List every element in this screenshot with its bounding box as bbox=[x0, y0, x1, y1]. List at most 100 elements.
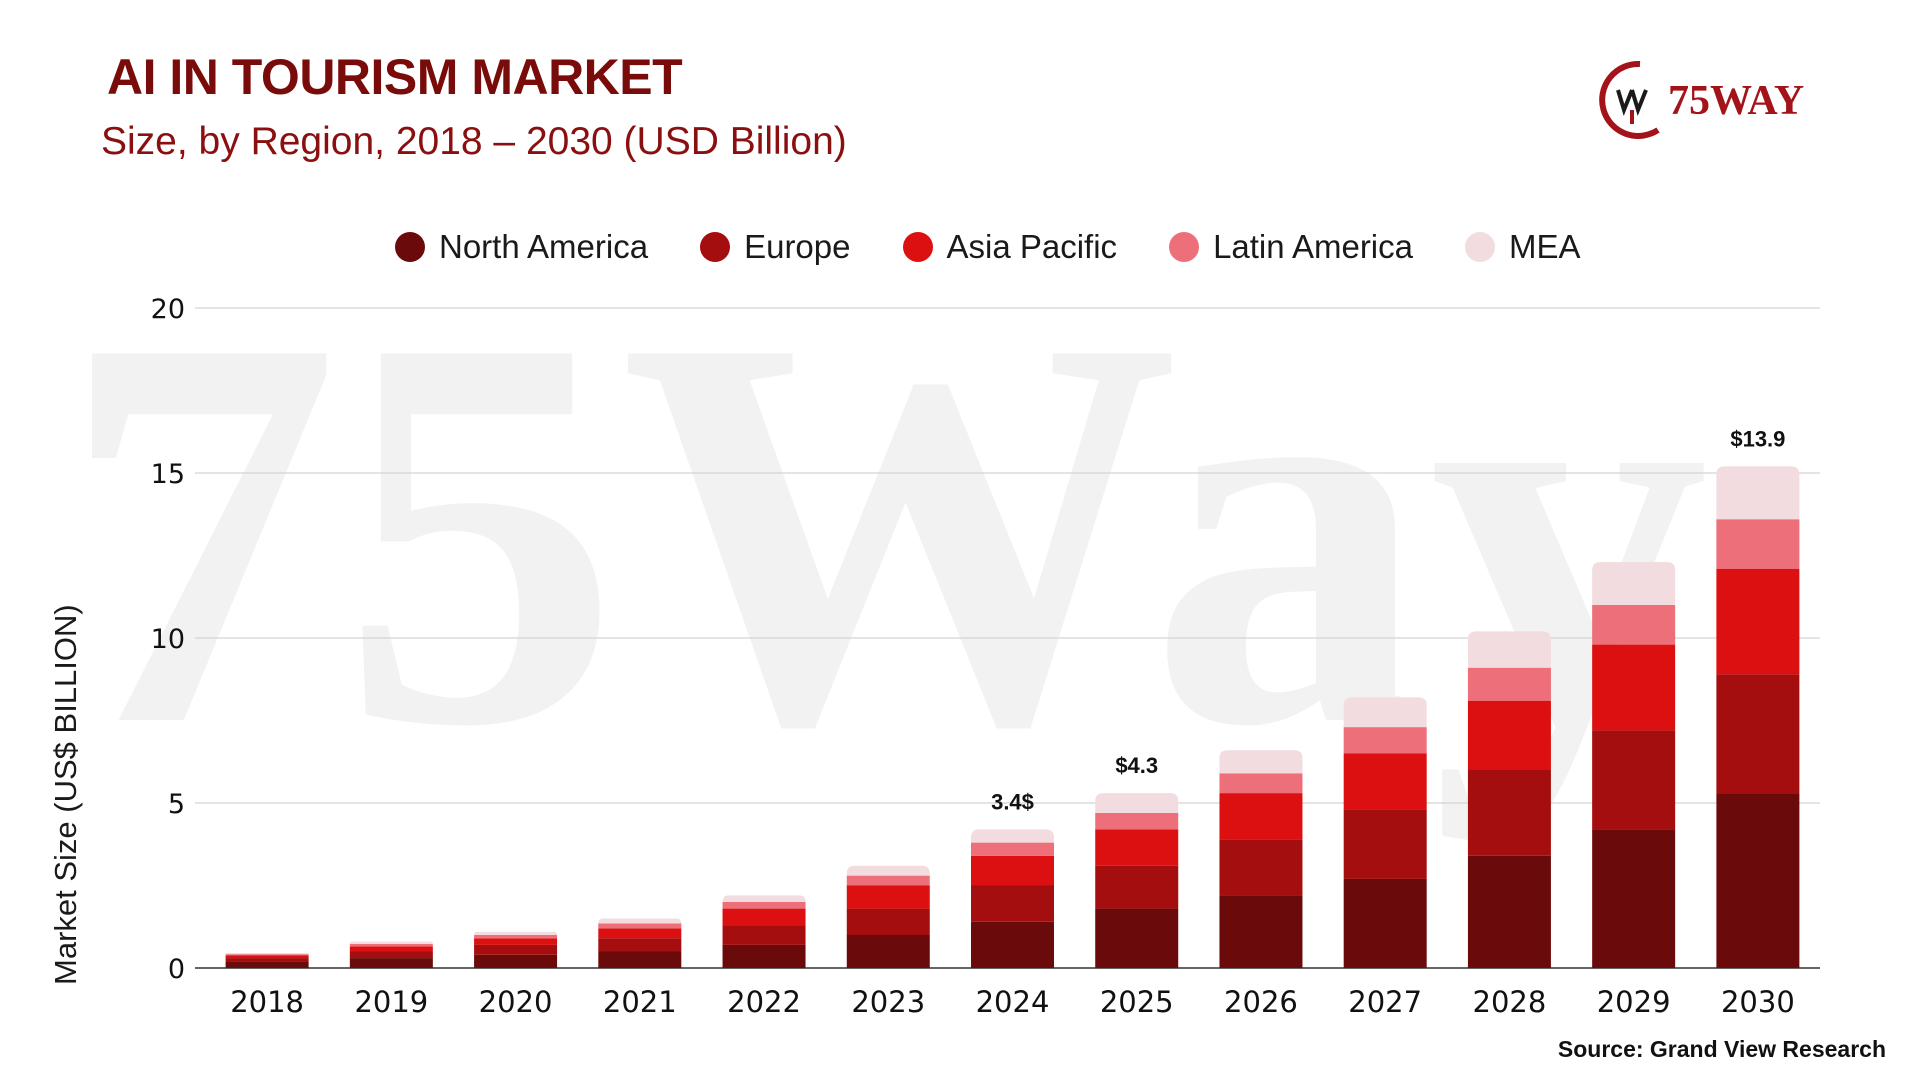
legend-item: North America bbox=[395, 228, 648, 266]
bar-segment bbox=[1467, 770, 1551, 856]
bar-segment bbox=[349, 951, 433, 959]
x-tick-label: 2021 bbox=[603, 985, 677, 1019]
legend-item: Asia Pacific bbox=[902, 228, 1118, 266]
y-tick-label: 10 bbox=[151, 624, 185, 655]
bar-segment bbox=[846, 935, 930, 968]
bar-segment bbox=[474, 935, 558, 939]
75way-logo-icon: 75WAY bbox=[1599, 60, 1804, 139]
bar-segment bbox=[1343, 809, 1427, 879]
y-tick-label: 20 bbox=[151, 294, 185, 325]
data-label: 3.4$ bbox=[991, 789, 1034, 814]
bar-segment bbox=[971, 885, 1054, 922]
x-tick-label: 2030 bbox=[1721, 985, 1795, 1019]
legend-item: MEA bbox=[1465, 228, 1581, 266]
legend-item: Latin America bbox=[1169, 228, 1413, 266]
legend-swatch bbox=[395, 232, 425, 262]
chart-subtitle: Size, by Region, 2018 – 2030 (USD Billio… bbox=[101, 120, 847, 163]
bar-segment bbox=[1716, 466, 1800, 520]
bar-segment bbox=[1343, 697, 1427, 728]
chart-title: AI IN TOURISM MARKET bbox=[107, 49, 683, 105]
bar-segment bbox=[846, 908, 930, 935]
bar-segment bbox=[971, 829, 1054, 843]
bar-segment bbox=[1219, 750, 1303, 774]
legend-swatch bbox=[902, 232, 933, 262]
bar-segment bbox=[225, 961, 309, 968]
legend-label: Latin America bbox=[1213, 228, 1413, 265]
bar-segment bbox=[1592, 730, 1676, 830]
bar-segment bbox=[1219, 839, 1303, 896]
bar-segment bbox=[1716, 674, 1800, 794]
bar-segment bbox=[1592, 644, 1676, 731]
bar-segment bbox=[1467, 855, 1551, 968]
bar-segment bbox=[722, 895, 806, 902]
bar-segment bbox=[1219, 895, 1303, 968]
bar-segment bbox=[225, 953, 309, 955]
bar-segment bbox=[474, 944, 558, 955]
logo-text: 75WAY bbox=[1668, 78, 1804, 124]
bar-segment bbox=[971, 842, 1054, 856]
bar-segment bbox=[1219, 773, 1303, 794]
bar-segment bbox=[1467, 667, 1551, 701]
bar-segment bbox=[349, 941, 433, 944]
bar-segment bbox=[1219, 793, 1303, 840]
bar-segment bbox=[1343, 878, 1427, 968]
bar-segment bbox=[971, 921, 1054, 968]
bar-segment bbox=[1467, 700, 1551, 770]
bar-segment bbox=[225, 958, 309, 962]
data-label: $13.9 bbox=[1730, 426, 1785, 451]
bar-segment bbox=[474, 931, 558, 935]
legend-swatch bbox=[1465, 232, 1495, 262]
x-tick-label: 2020 bbox=[479, 985, 553, 1019]
x-tick-label: 2028 bbox=[1473, 985, 1547, 1019]
chart-legend: North America Europe Asia Pacific Latin Ame… bbox=[395, 228, 1633, 266]
bar-segment bbox=[349, 943, 433, 947]
bar-segment bbox=[1095, 865, 1179, 909]
bar-segment bbox=[722, 925, 806, 945]
watermark-text: 75Way bbox=[60, 222, 1709, 843]
bar-segment bbox=[225, 955, 309, 959]
source-note: Source: Grand View Research bbox=[1557, 1036, 1886, 1062]
bar-segment bbox=[1467, 631, 1551, 668]
bar-segment bbox=[349, 958, 433, 968]
bar-segment bbox=[1343, 753, 1427, 810]
bar-segment bbox=[598, 923, 682, 929]
legend-label: Europe bbox=[744, 228, 851, 265]
bar-segment bbox=[1592, 829, 1676, 968]
legend-swatch bbox=[1169, 232, 1200, 262]
x-tick-label: 2022 bbox=[727, 985, 801, 1019]
x-tick-label: 2026 bbox=[1224, 985, 1298, 1019]
bar-segment bbox=[1095, 908, 1179, 968]
bar-segment bbox=[1592, 605, 1676, 645]
bar-segment bbox=[474, 938, 558, 945]
x-tick-label: 2019 bbox=[354, 985, 428, 1019]
bar-segment bbox=[722, 902, 806, 909]
bar-segment bbox=[598, 928, 682, 939]
bar-segment bbox=[598, 938, 682, 952]
bar-segment bbox=[1716, 568, 1800, 675]
legend-label: North America bbox=[439, 228, 649, 265]
bar-segment bbox=[598, 951, 682, 968]
bar-segment bbox=[722, 908, 806, 926]
bar-segment bbox=[1716, 519, 1800, 569]
legend-label: MEA bbox=[1509, 228, 1581, 265]
y-tick-label: 5 bbox=[168, 789, 185, 820]
legend-label: Asia Pacific bbox=[946, 228, 1118, 265]
bar-segment bbox=[971, 855, 1054, 886]
bar-segment bbox=[598, 918, 682, 924]
x-tick-label: 2029 bbox=[1597, 985, 1671, 1019]
legend-swatch bbox=[700, 232, 731, 262]
bar-segment bbox=[1592, 562, 1676, 605]
bar-segment bbox=[846, 875, 930, 886]
legend-item: Europe bbox=[700, 228, 851, 266]
bar-segment bbox=[1716, 793, 1800, 968]
y-tick-label: 0 bbox=[168, 954, 185, 985]
bar-segment bbox=[1095, 793, 1179, 813]
y-tick-label: 15 bbox=[151, 459, 185, 490]
bar-segment bbox=[846, 885, 930, 909]
bar-segment bbox=[474, 954, 558, 968]
bar-segment bbox=[349, 946, 433, 952]
x-tick-label: 2024 bbox=[976, 985, 1050, 1019]
bar-segment bbox=[1343, 727, 1427, 754]
x-tick-label: 2023 bbox=[851, 985, 925, 1019]
